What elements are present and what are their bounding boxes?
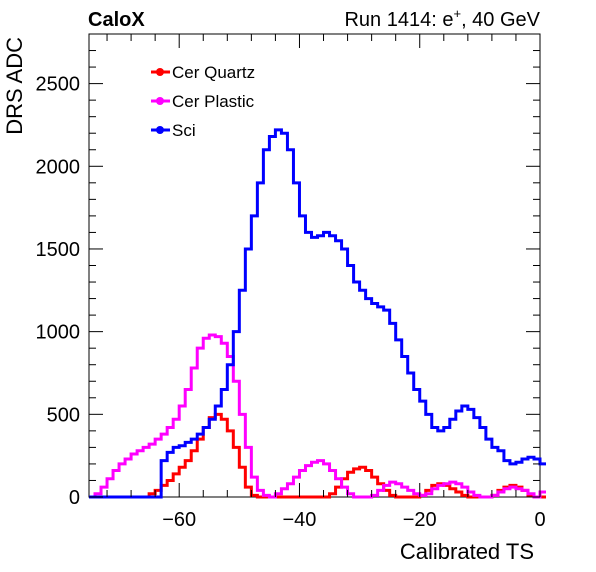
series-line-cer-quartz <box>89 412 547 499</box>
y-tick-label: 500 <box>47 404 80 426</box>
plot-frame <box>88 33 541 498</box>
legend-marker <box>156 97 164 105</box>
legend-label: Sci <box>172 121 196 140</box>
legend: Cer Quartz Cer Plastic Sci <box>151 63 255 140</box>
chart-header: CaloX Run 1414: e+, 40 GeV <box>88 6 541 31</box>
series-line-sci <box>89 128 547 499</box>
x-tick-label: −20 <box>403 509 437 531</box>
y-tick-label: 0 <box>69 487 80 509</box>
y-tick-label: 2500 <box>36 74 81 96</box>
legend-label: Cer Plastic <box>172 92 255 111</box>
legend-label: Cer Quartz <box>172 63 255 82</box>
y-axis-label: DRS ADC <box>2 37 27 135</box>
legend-marker <box>156 126 164 134</box>
experiment-label: CaloX <box>88 9 145 31</box>
axis-layer: −60 −40 −20 0 0 500 1000 1500 2000 2500 <box>36 34 546 531</box>
x-axis-label: Calibrated TS <box>400 539 534 564</box>
legend-marker <box>156 68 164 76</box>
series-layer <box>89 128 547 499</box>
y-tick-label: 2000 <box>36 156 81 178</box>
run-info-suffix: , 40 GeV <box>461 9 541 31</box>
x-tick-label: −60 <box>162 509 196 531</box>
x-tick-label: −40 <box>282 509 316 531</box>
x-tick-label: 0 <box>534 509 545 531</box>
run-info: Run 1414: e+, 40 GeV <box>344 6 540 31</box>
y-tick-label: 1000 <box>36 322 81 344</box>
series-line-cer-plastic <box>89 333 547 499</box>
run-info-text: Run 1414: e <box>344 9 453 31</box>
y-tick-label: 1500 <box>36 239 81 261</box>
run-info-superscript: + <box>453 6 461 21</box>
